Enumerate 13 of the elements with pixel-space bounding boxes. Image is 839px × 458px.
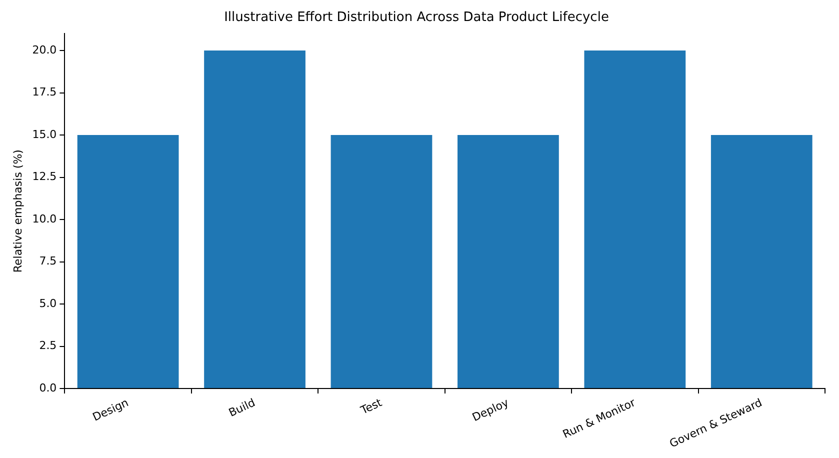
y-tick-label: 17.5 bbox=[32, 86, 57, 99]
y-tick-label: 15.0 bbox=[32, 128, 57, 141]
x-tick-label: Test bbox=[358, 396, 385, 418]
y-tick-label: 20.0 bbox=[32, 43, 57, 56]
chart-title: Illustrative Effort Distribution Across Data Product Lifecycle bbox=[224, 10, 609, 26]
y-tick-label: 12.5 bbox=[32, 170, 57, 184]
y-tick-label: 2.5 bbox=[39, 339, 57, 352]
x-tick-label: Build bbox=[226, 396, 258, 420]
y-tick-label: 0.0 bbox=[39, 381, 57, 394]
y-tick-label: 5.0 bbox=[39, 296, 57, 310]
y-axis-title: Relative emphasis (%) bbox=[11, 150, 24, 273]
y-tick-label: 7.5 bbox=[39, 254, 57, 268]
y-tick-label: 10.0 bbox=[32, 212, 57, 226]
